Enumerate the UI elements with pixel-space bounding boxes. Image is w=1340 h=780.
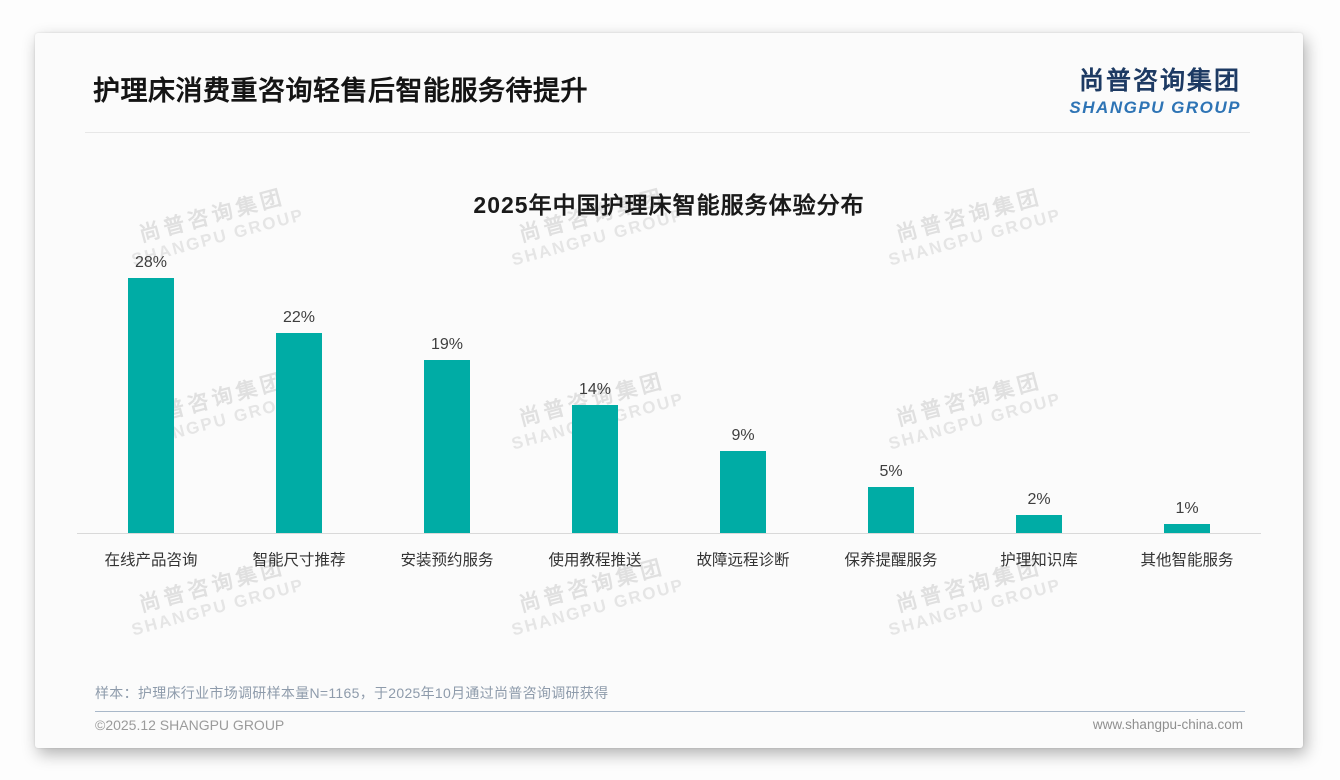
bar-cell: 22% — [225, 309, 373, 533]
category-label: 智能尺寸推荐 — [252, 552, 346, 569]
bar — [128, 278, 174, 533]
bar-value-label: 28% — [134, 254, 168, 271]
title-divider — [85, 132, 1250, 133]
bar — [572, 405, 618, 533]
bar-cell: 14% — [521, 381, 669, 533]
bar-value-label: 22% — [282, 309, 316, 326]
website-text: www.shangpu-china.com — [1092, 717, 1243, 732]
bar-cell: 28% — [77, 254, 225, 533]
bar-value-label: 5% — [879, 463, 903, 480]
bar — [276, 333, 322, 533]
sample-note: 样本：护理床行业市场调研样本量N=1165，于2025年10月通过尚普咨询调研获… — [95, 685, 609, 701]
category-label: 保养提醒服务 — [844, 552, 938, 569]
bar-value-label: 9% — [731, 427, 755, 444]
footer: ©2025.12 SHANGPU GROUP www.shangpu-china… — [95, 717, 1243, 733]
logo-english-text: SHANGPU GROUP — [1069, 98, 1241, 117]
chart-title: 2025年中国护理床智能服务体验分布 — [473, 192, 865, 218]
chart-category-axis: 在线产品咨询 智能尺寸推荐 安装预约服务 使用教程推送 故障远程诊断 保养提醒服务 护理知识… — [77, 548, 1261, 570]
bar-value-label: 1% — [1175, 500, 1199, 517]
bar — [1164, 524, 1210, 533]
watermark-english-text: SHANGPU GROUP — [509, 575, 687, 640]
bar-cell: 5% — [817, 463, 965, 533]
company-logo: 尚普咨询集团 SHANGPU GROUP — [1069, 61, 1241, 118]
category-label: 安装预约服务 — [400, 552, 494, 569]
logo-chinese-text: 尚普咨询集团 — [1078, 67, 1241, 95]
category-label: 故障远程诊断 — [696, 552, 790, 569]
bar — [720, 451, 766, 533]
category-label: 护理知识库 — [1000, 552, 1078, 569]
chart-bars: 28% 22% 19% 14% 9% 5% 2% 1% — [77, 230, 1261, 534]
bar-cell: 19% — [373, 336, 521, 533]
report-card: 尚普咨询集团 SHANGPU GROUP 尚普咨询集团 SHANGPU GROUP 尚普… — [35, 33, 1303, 748]
footer-divider — [95, 711, 1245, 712]
bar-cell: 9% — [669, 427, 817, 533]
watermark-english-text: SHANGPU GROUP — [886, 575, 1064, 640]
bar-cell: 1% — [1113, 500, 1261, 533]
watermark-english-text: SHANGPU GROUP — [129, 575, 307, 640]
bar-value-label: 19% — [430, 336, 464, 353]
bar — [868, 487, 914, 533]
bar-value-label: 2% — [1027, 491, 1051, 508]
category-label: 使用教程推送 — [548, 552, 642, 569]
category-label: 其他智能服务 — [1140, 552, 1234, 569]
bar — [424, 360, 470, 533]
page-title: 护理床消费重咨询轻售后智能服务待提升 — [93, 76, 588, 106]
copyright-text: ©2025.12 SHANGPU GROUP — [95, 717, 285, 733]
category-label: 在线产品咨询 — [104, 552, 198, 569]
header: 护理床消费重咨询轻售后智能服务待提升 尚普咨询集团 SHANGPU GROUP — [35, 33, 1303, 118]
bar — [1016, 515, 1062, 533]
chart-plot-area: 28% 22% 19% 14% 9% 5% 2% 1% 在线产品咨询 智能尺寸推荐 安装预约服务 使… — [77, 230, 1261, 570]
bar-value-label: 14% — [578, 381, 612, 398]
bar-chart: 2025年中国护理床智能服务体验分布 28% 22% 19% 14% 9% 5% 2% 1% … — [35, 186, 1303, 570]
bar-cell: 2% — [965, 491, 1113, 533]
